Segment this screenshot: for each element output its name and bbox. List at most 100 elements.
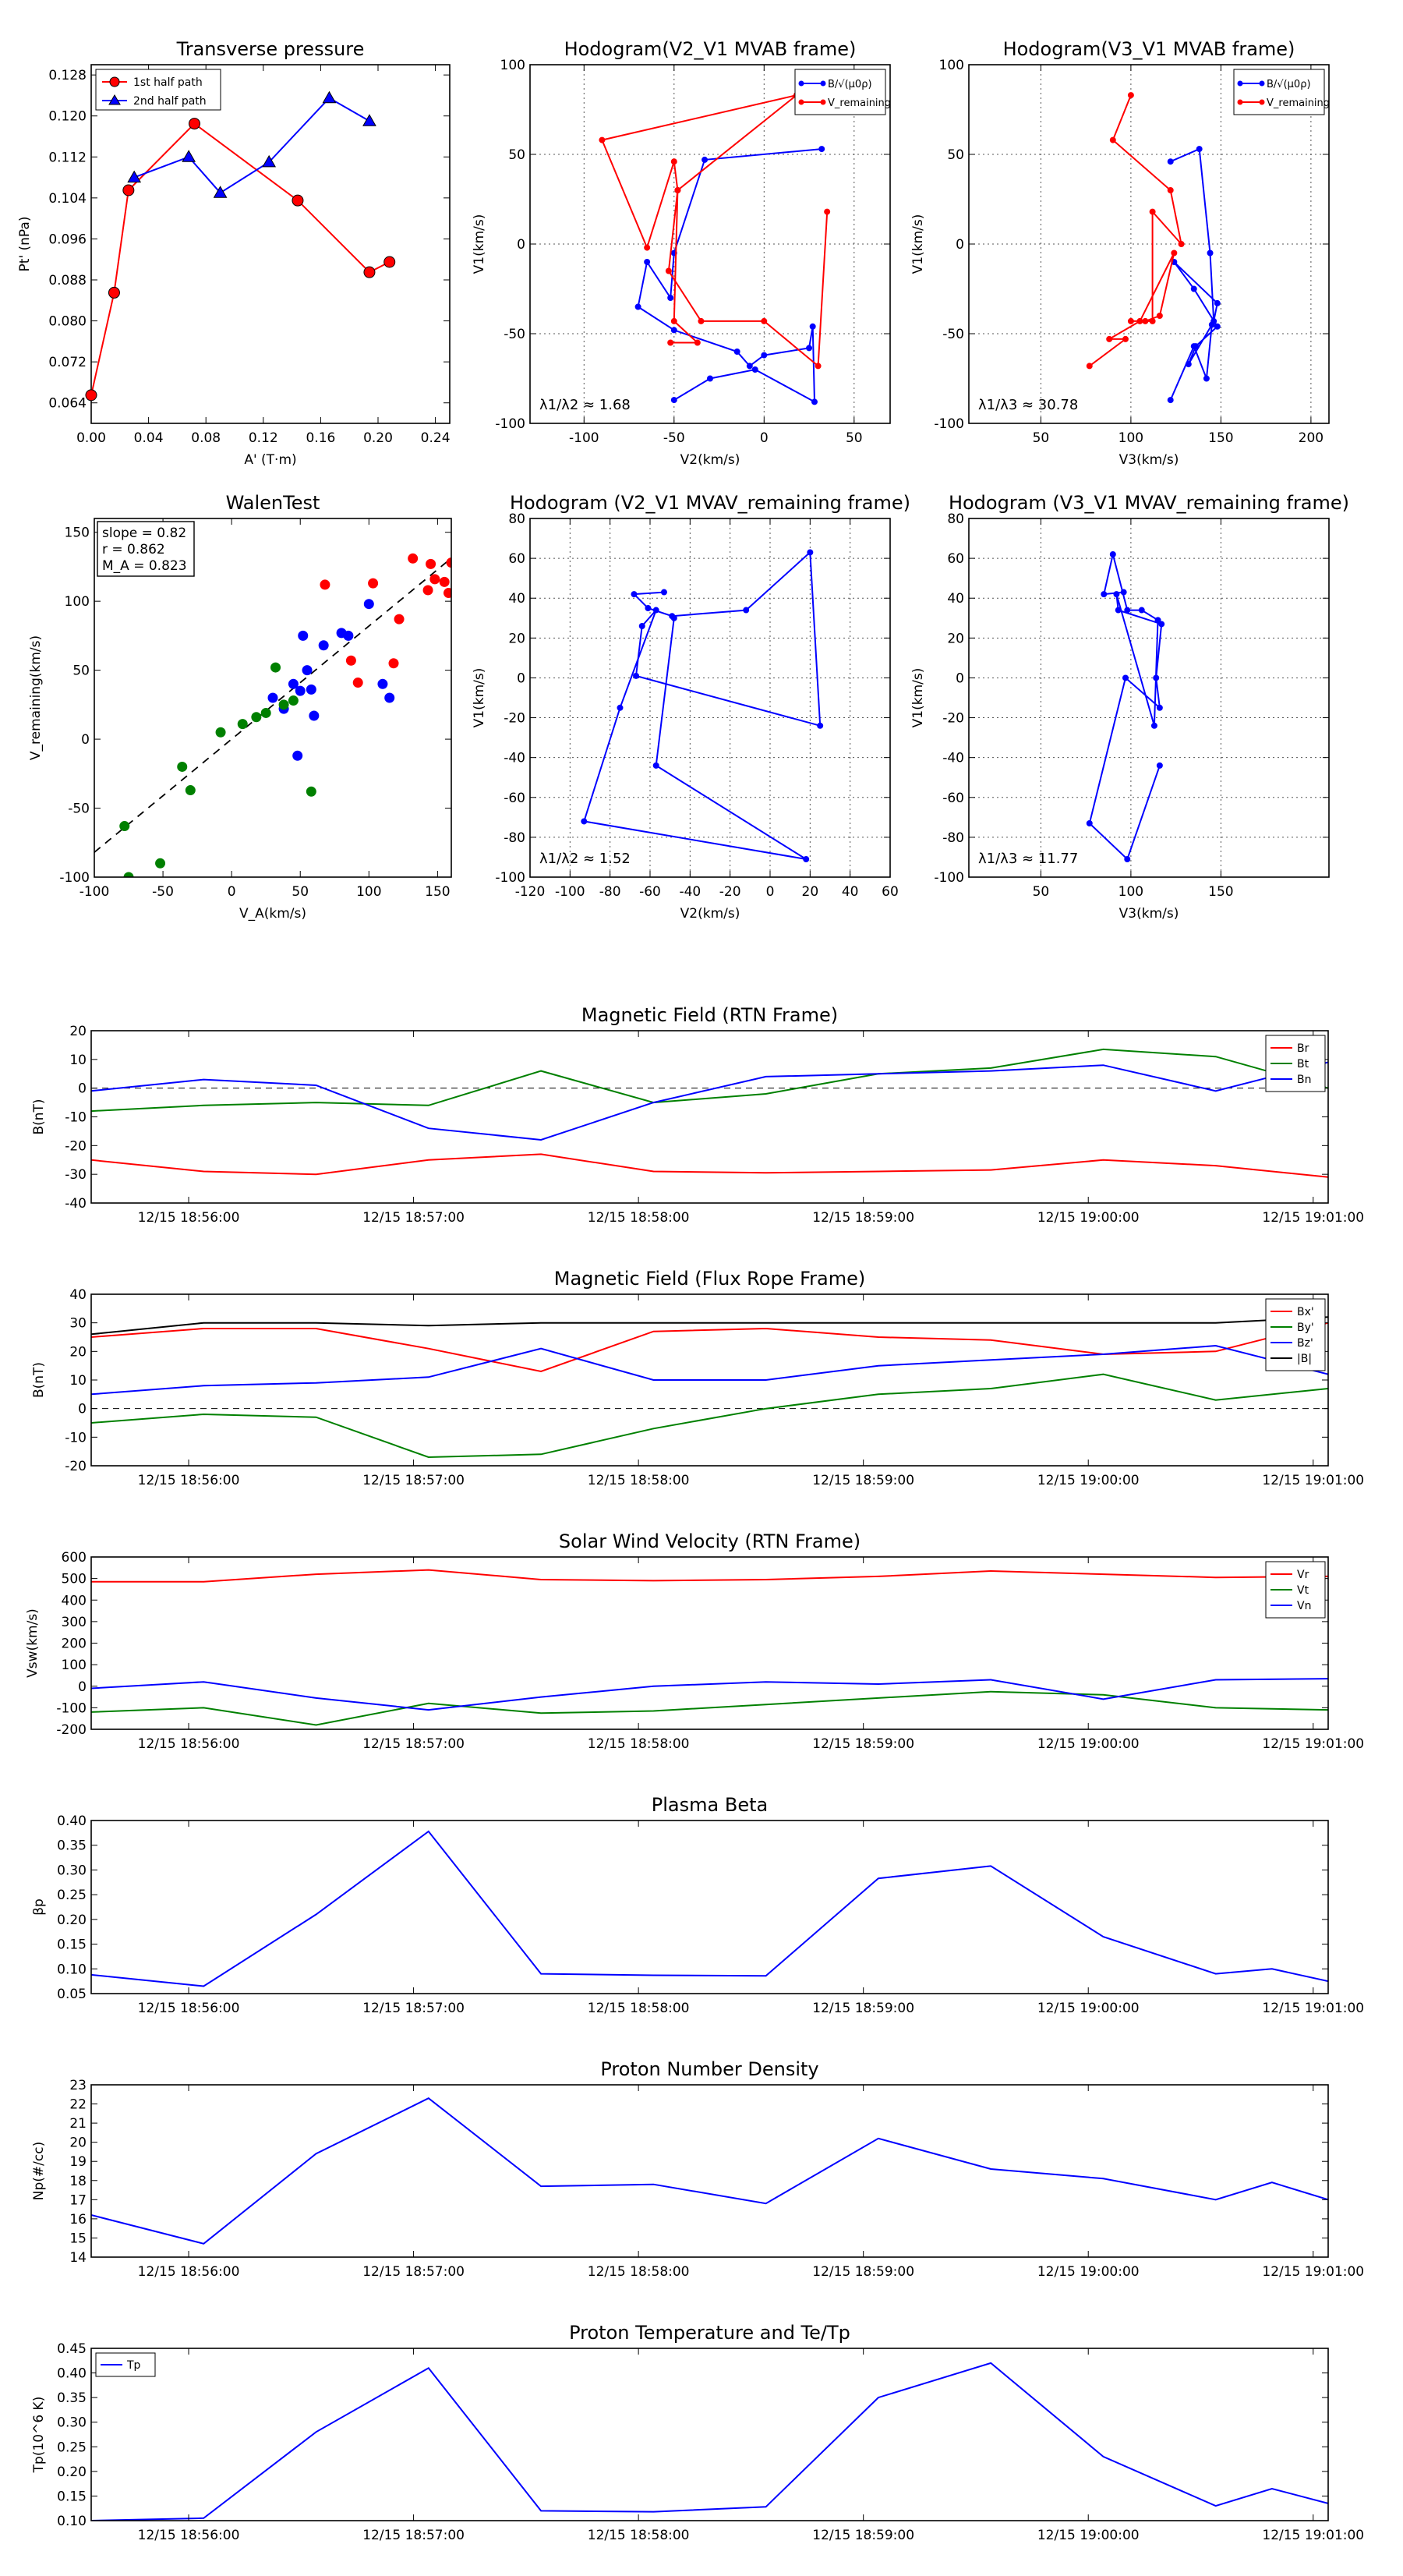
data-point	[1167, 158, 1174, 165]
data-point	[429, 574, 440, 585]
series-line	[91, 1322, 1328, 1373]
data-point	[817, 722, 824, 729]
x-tick-label: 12/15 18:58:00	[588, 2264, 690, 2280]
x-tick-label: 0	[760, 430, 769, 446]
y-tick-label: 14	[69, 2250, 87, 2266]
data-point	[260, 707, 271, 718]
x-tick-label: 12/15 19:00:00	[1037, 2264, 1140, 2280]
y-tick-label: 30	[69, 1316, 87, 1332]
x-tick-label: 12/15 18:59:00	[812, 2264, 914, 2280]
data-point	[251, 712, 262, 723]
x-tick-label: 100	[356, 884, 381, 900]
eigen-ratio-label: λ1/λ3 ≈ 30.78	[978, 397, 1078, 413]
data-point	[1120, 589, 1127, 596]
data-point	[1156, 762, 1163, 769]
x-tick-label: 200	[1299, 430, 1323, 446]
y-tick-label: -20	[504, 711, 525, 727]
data-point	[815, 363, 822, 370]
series-line	[91, 1061, 1328, 1141]
chart-title: Hodogram (V3_V1 MVAV_remaining frame)	[949, 492, 1349, 514]
x-tick-label: 0.24	[421, 430, 451, 446]
data-point	[599, 136, 606, 143]
data-point	[1150, 722, 1157, 729]
plot-frame	[968, 518, 1330, 878]
y-tick-label: 20	[69, 1344, 87, 1360]
y-tick-label: 400	[62, 1593, 87, 1608]
data-point	[267, 692, 278, 703]
legend-label: By'	[1297, 1322, 1314, 1334]
chart-vsw: -200 -100 0 100 200 300 400 500 600 12/15 18:56:0…	[25, 1530, 1364, 1752]
x-tick-label: 12/15 18:56:00	[138, 2264, 240, 2280]
legend-label: Vn	[1297, 1600, 1311, 1612]
plot-frame	[90, 1030, 1329, 1204]
data-point	[807, 549, 814, 556]
data-point	[1171, 249, 1178, 257]
y-tick-label: 80	[947, 511, 964, 527]
legend: Vr Vt Vn	[1265, 1561, 1326, 1619]
x-tick-label: 12/15 19:00:00	[1037, 2528, 1140, 2543]
y-tick-label: 15	[69, 2231, 87, 2246]
x-tick-label: 12/15 19:00:00	[1037, 1736, 1140, 1752]
data-point	[1156, 313, 1163, 319]
x-tick-label: 0	[766, 884, 775, 900]
y-axis-label: V1(km/s)	[472, 214, 487, 274]
data-point	[644, 259, 651, 265]
chart-walen: -100 -50 0 50 100 150 -100 -50 0 50 100 150 WalenTes…	[28, 492, 452, 922]
x-tick-label: 12/15 18:58:00	[588, 1210, 690, 1226]
y-tick-label: 0	[517, 671, 525, 686]
chart-h4: -100 -80 -60 -40 -20 0 20 40 60 80 50 100 150 Hodogra…	[910, 492, 1349, 922]
chart-title: Hodogram(V3_V1 MVAB frame)	[1003, 38, 1295, 60]
data-point	[634, 303, 641, 310]
data-point	[1109, 551, 1116, 557]
x-tick-label: 12/15 18:59:00	[812, 1736, 914, 1752]
data-point	[292, 750, 303, 761]
data-point	[694, 339, 701, 346]
legend-label: Tp	[126, 2359, 141, 2372]
chart-pt: 0.0640.0720.0800.0880.0960.1040.1120.120…	[17, 38, 451, 468]
stat-line: slope = 0.82	[102, 525, 186, 541]
series-line	[91, 2097, 1328, 2245]
data-point	[1149, 317, 1156, 324]
y-tick-label: 600	[62, 1550, 87, 1566]
x-tick-label: -100	[569, 430, 599, 446]
plot-area	[91, 1569, 1328, 1726]
data-point	[665, 267, 672, 274]
x-tick-label: 12/15 18:56:00	[138, 1210, 240, 1226]
y-axis-label: B(nT)	[31, 1362, 47, 1398]
chart-title: Transverse pressure	[176, 38, 365, 60]
legend-marker	[1237, 99, 1243, 105]
legend-marker	[108, 94, 121, 105]
data-point	[363, 599, 374, 610]
data-point	[237, 719, 248, 730]
data-point	[368, 578, 379, 589]
plot-area	[91, 2097, 1328, 2245]
plot-area	[91, 1316, 1328, 1459]
x-axis-label: V2(km/s)	[680, 906, 740, 922]
data-point	[320, 579, 330, 590]
data-point	[213, 186, 228, 198]
y-tick-label: 60	[947, 551, 964, 567]
y-tick-label: 17	[69, 2192, 87, 2208]
plot-area	[94, 553, 451, 877]
chart-tp: 0.10 0.15 0.20 0.25 0.30 0.35 0.40 0.45 12/15 18…	[31, 2322, 1364, 2543]
y-tick-label: 0.096	[48, 232, 87, 247]
y-tick-label: -40	[942, 751, 964, 766]
x-tick-label: 150	[425, 884, 450, 900]
data-point	[85, 389, 97, 402]
y-tick-label: 150	[65, 525, 90, 541]
y-axis-label: V1(km/s)	[472, 668, 487, 728]
data-point	[377, 678, 388, 689]
x-tick-label: 100	[1119, 430, 1143, 446]
data-point	[670, 614, 677, 621]
legend-label: Br	[1297, 1042, 1309, 1055]
x-tick-label: 60	[882, 884, 899, 900]
legend-marker	[1259, 99, 1265, 105]
data-point	[743, 607, 750, 614]
x-tick-label: -50	[663, 430, 685, 446]
data-point	[408, 553, 419, 564]
x-tick-label: 0	[228, 884, 236, 900]
x-tick-label: 40	[842, 884, 859, 900]
y-tick-label: -10	[65, 1110, 87, 1126]
